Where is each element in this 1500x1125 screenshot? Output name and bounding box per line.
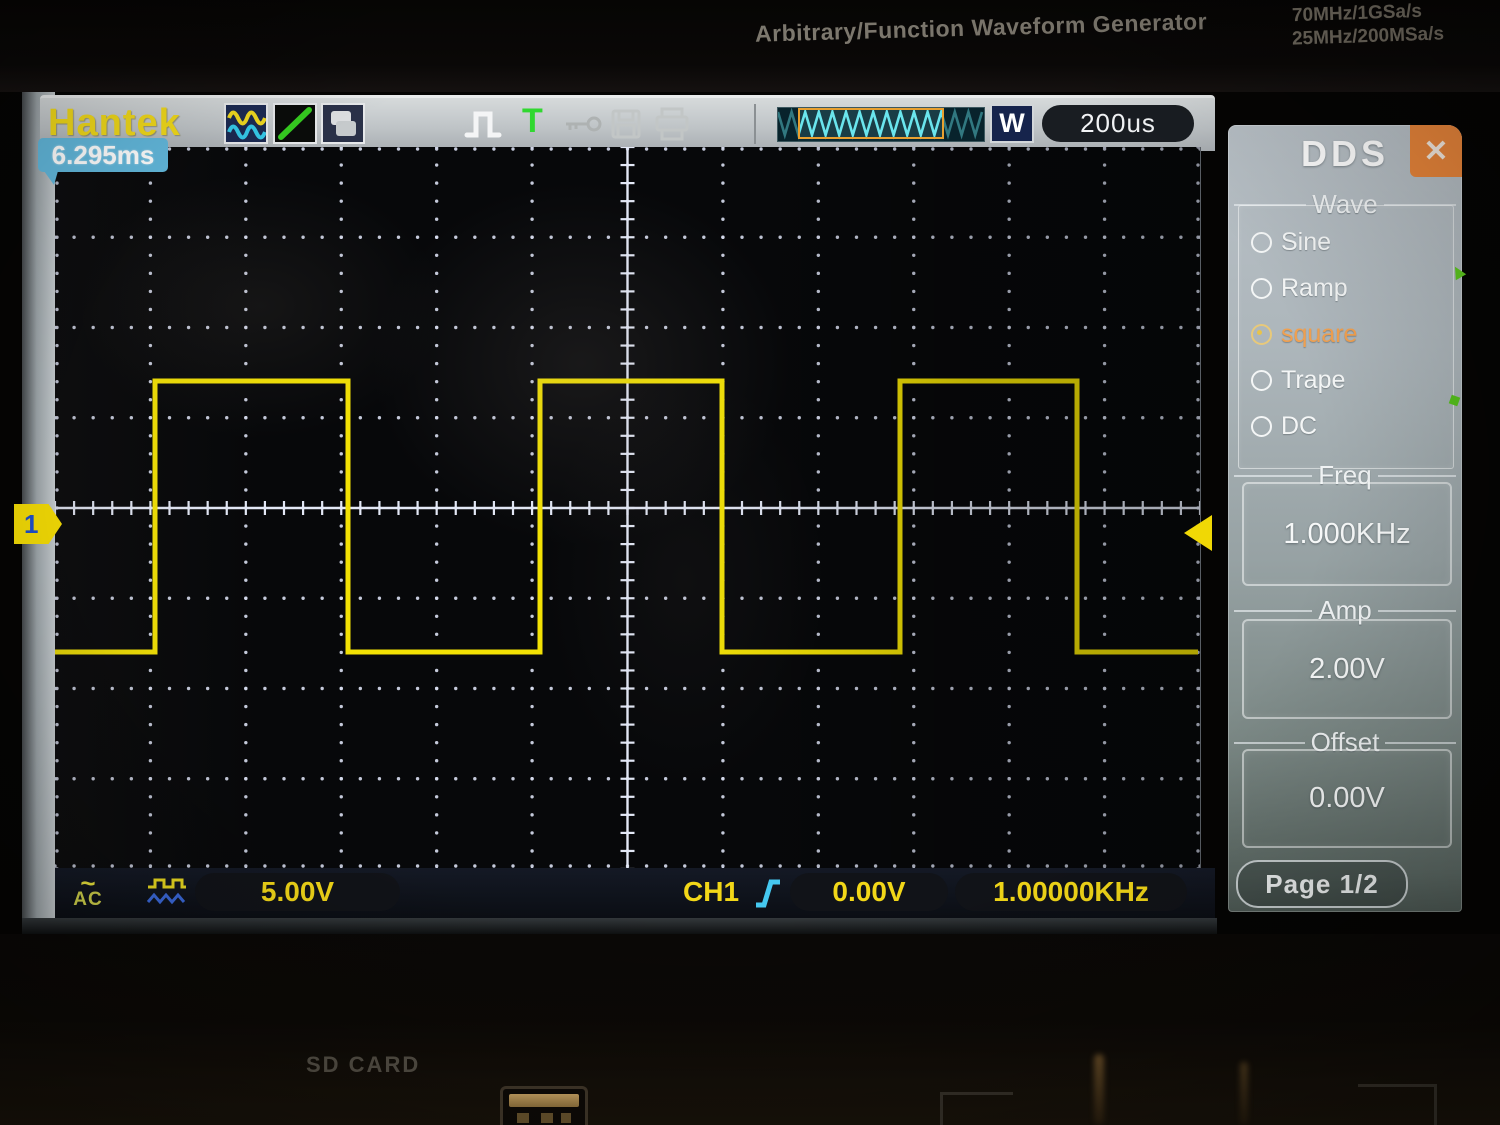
offset-section-header: Offset bbox=[1228, 727, 1462, 758]
radio-icon[interactable] bbox=[1251, 369, 1272, 391]
freq-section-header: Freq bbox=[1228, 460, 1462, 491]
key-lock-icon[interactable] bbox=[560, 104, 604, 144]
freq-value-box[interactable]: 1.000KHz bbox=[1242, 482, 1452, 586]
bezel-glint bbox=[1094, 1054, 1104, 1125]
pulse-icon[interactable] bbox=[463, 104, 507, 144]
usb-pin bbox=[541, 1113, 553, 1123]
radio-icon[interactable] bbox=[1251, 231, 1272, 253]
bezel-port-outline bbox=[1358, 1084, 1437, 1125]
bezel-port-outline bbox=[940, 1092, 1013, 1125]
sd-card-label: SD CARD bbox=[306, 1052, 421, 1077]
bezel-spec-line-1: 70MHz/1GSa/s bbox=[1291, 0, 1423, 27]
offset-value-box[interactable]: 0.00V bbox=[1242, 749, 1452, 848]
top-bezel bbox=[0, 0, 1500, 92]
wave-option-square[interactable]: square bbox=[1239, 312, 1453, 356]
brand-logo: Hantek bbox=[48, 102, 181, 144]
freq-section-label: Freq bbox=[1318, 460, 1372, 490]
trigger-level-readout[interactable]: 0.00V bbox=[790, 873, 948, 911]
wave-option-sine[interactable]: Sine bbox=[1239, 220, 1453, 264]
wave-option-label: Trape bbox=[1281, 365, 1346, 394]
dds-menu-panel: DDS ✕ Wave Sine Ramp square Trape DC Freq 1.… bbox=[1228, 125, 1462, 912]
ac-tilde-icon: ~ bbox=[80, 868, 96, 898]
wave-section-label: Wave bbox=[1312, 189, 1378, 219]
amp-value-box[interactable]: 2.00V bbox=[1242, 619, 1452, 719]
print-icon[interactable] bbox=[650, 104, 694, 144]
radio-icon[interactable] bbox=[1251, 323, 1272, 345]
toolbar-divider bbox=[754, 104, 756, 144]
lcd-frame-bottom bbox=[22, 918, 1217, 934]
wave-section-header: Wave bbox=[1228, 189, 1462, 220]
trigger-channel-label: CH1 bbox=[683, 876, 740, 907]
usb-pin bbox=[561, 1113, 571, 1123]
coupling-label: AC bbox=[73, 889, 103, 910]
wave-options-box: Sine Ramp square Trape DC bbox=[1238, 205, 1454, 469]
usb-tongue bbox=[509, 1094, 579, 1107]
offset-section-label: Offset bbox=[1310, 727, 1380, 757]
window-button[interactable]: W bbox=[990, 104, 1034, 143]
usb-port bbox=[500, 1086, 588, 1125]
wave-option-trape[interactable]: Trape bbox=[1239, 358, 1453, 402]
screen-capture-icon[interactable] bbox=[321, 103, 365, 144]
trigger-level-arrow[interactable] bbox=[1184, 515, 1212, 551]
wave-option-label: Sine bbox=[1281, 227, 1332, 256]
overview-shade-right bbox=[944, 108, 984, 141]
wave-option-label: square bbox=[1281, 319, 1358, 348]
volts-per-div-readout[interactable]: 5.00V bbox=[195, 873, 400, 911]
frequency-readout[interactable]: 1.00000KHz bbox=[955, 873, 1187, 911]
waveform-overview[interactable] bbox=[777, 107, 985, 142]
delay-readout-badge: 6.295ms bbox=[38, 138, 168, 172]
radio-icon[interactable] bbox=[1251, 277, 1272, 299]
radio-icon[interactable] bbox=[1251, 415, 1272, 437]
toolbar: Hantek T bbox=[40, 95, 1215, 151]
wave-option-dc[interactable]: DC bbox=[1239, 404, 1453, 448]
menu-title: DDS bbox=[1300, 133, 1389, 174]
overview-selection-box[interactable] bbox=[798, 108, 944, 139]
wave-option-label: Ramp bbox=[1281, 273, 1348, 302]
timebase-readout[interactable]: 200us bbox=[1042, 105, 1194, 142]
trigger-slope-icon bbox=[752, 874, 784, 917]
delay-badge-tail bbox=[44, 171, 58, 185]
close-icon[interactable]: ✕ bbox=[1410, 125, 1462, 177]
usb-pin bbox=[517, 1113, 529, 1123]
dual-waveform-icon[interactable] bbox=[224, 103, 268, 144]
graticule-svg bbox=[53, 145, 1202, 871]
green-line-icon[interactable] bbox=[273, 103, 317, 144]
status-bar: ~ AC 5.00V CH1 0.00V 1.00000KHz bbox=[55, 868, 1215, 918]
overview-shade-left bbox=[778, 108, 798, 141]
waveform-display bbox=[53, 145, 1202, 871]
trigger-t-icon[interactable]: T bbox=[522, 102, 543, 140]
bottom-bezel: SD CARD bbox=[0, 934, 1500, 1125]
channel-wave-type-icon bbox=[145, 876, 189, 913]
page-button[interactable]: Page 1/2 bbox=[1236, 860, 1408, 908]
coupling-indicator: ~ AC bbox=[65, 870, 111, 909]
wave-option-ramp[interactable]: Ramp bbox=[1239, 266, 1453, 310]
save-icon[interactable] bbox=[606, 104, 646, 144]
wave-option-label: DC bbox=[1281, 411, 1318, 440]
bezel-glint bbox=[1240, 1062, 1248, 1125]
